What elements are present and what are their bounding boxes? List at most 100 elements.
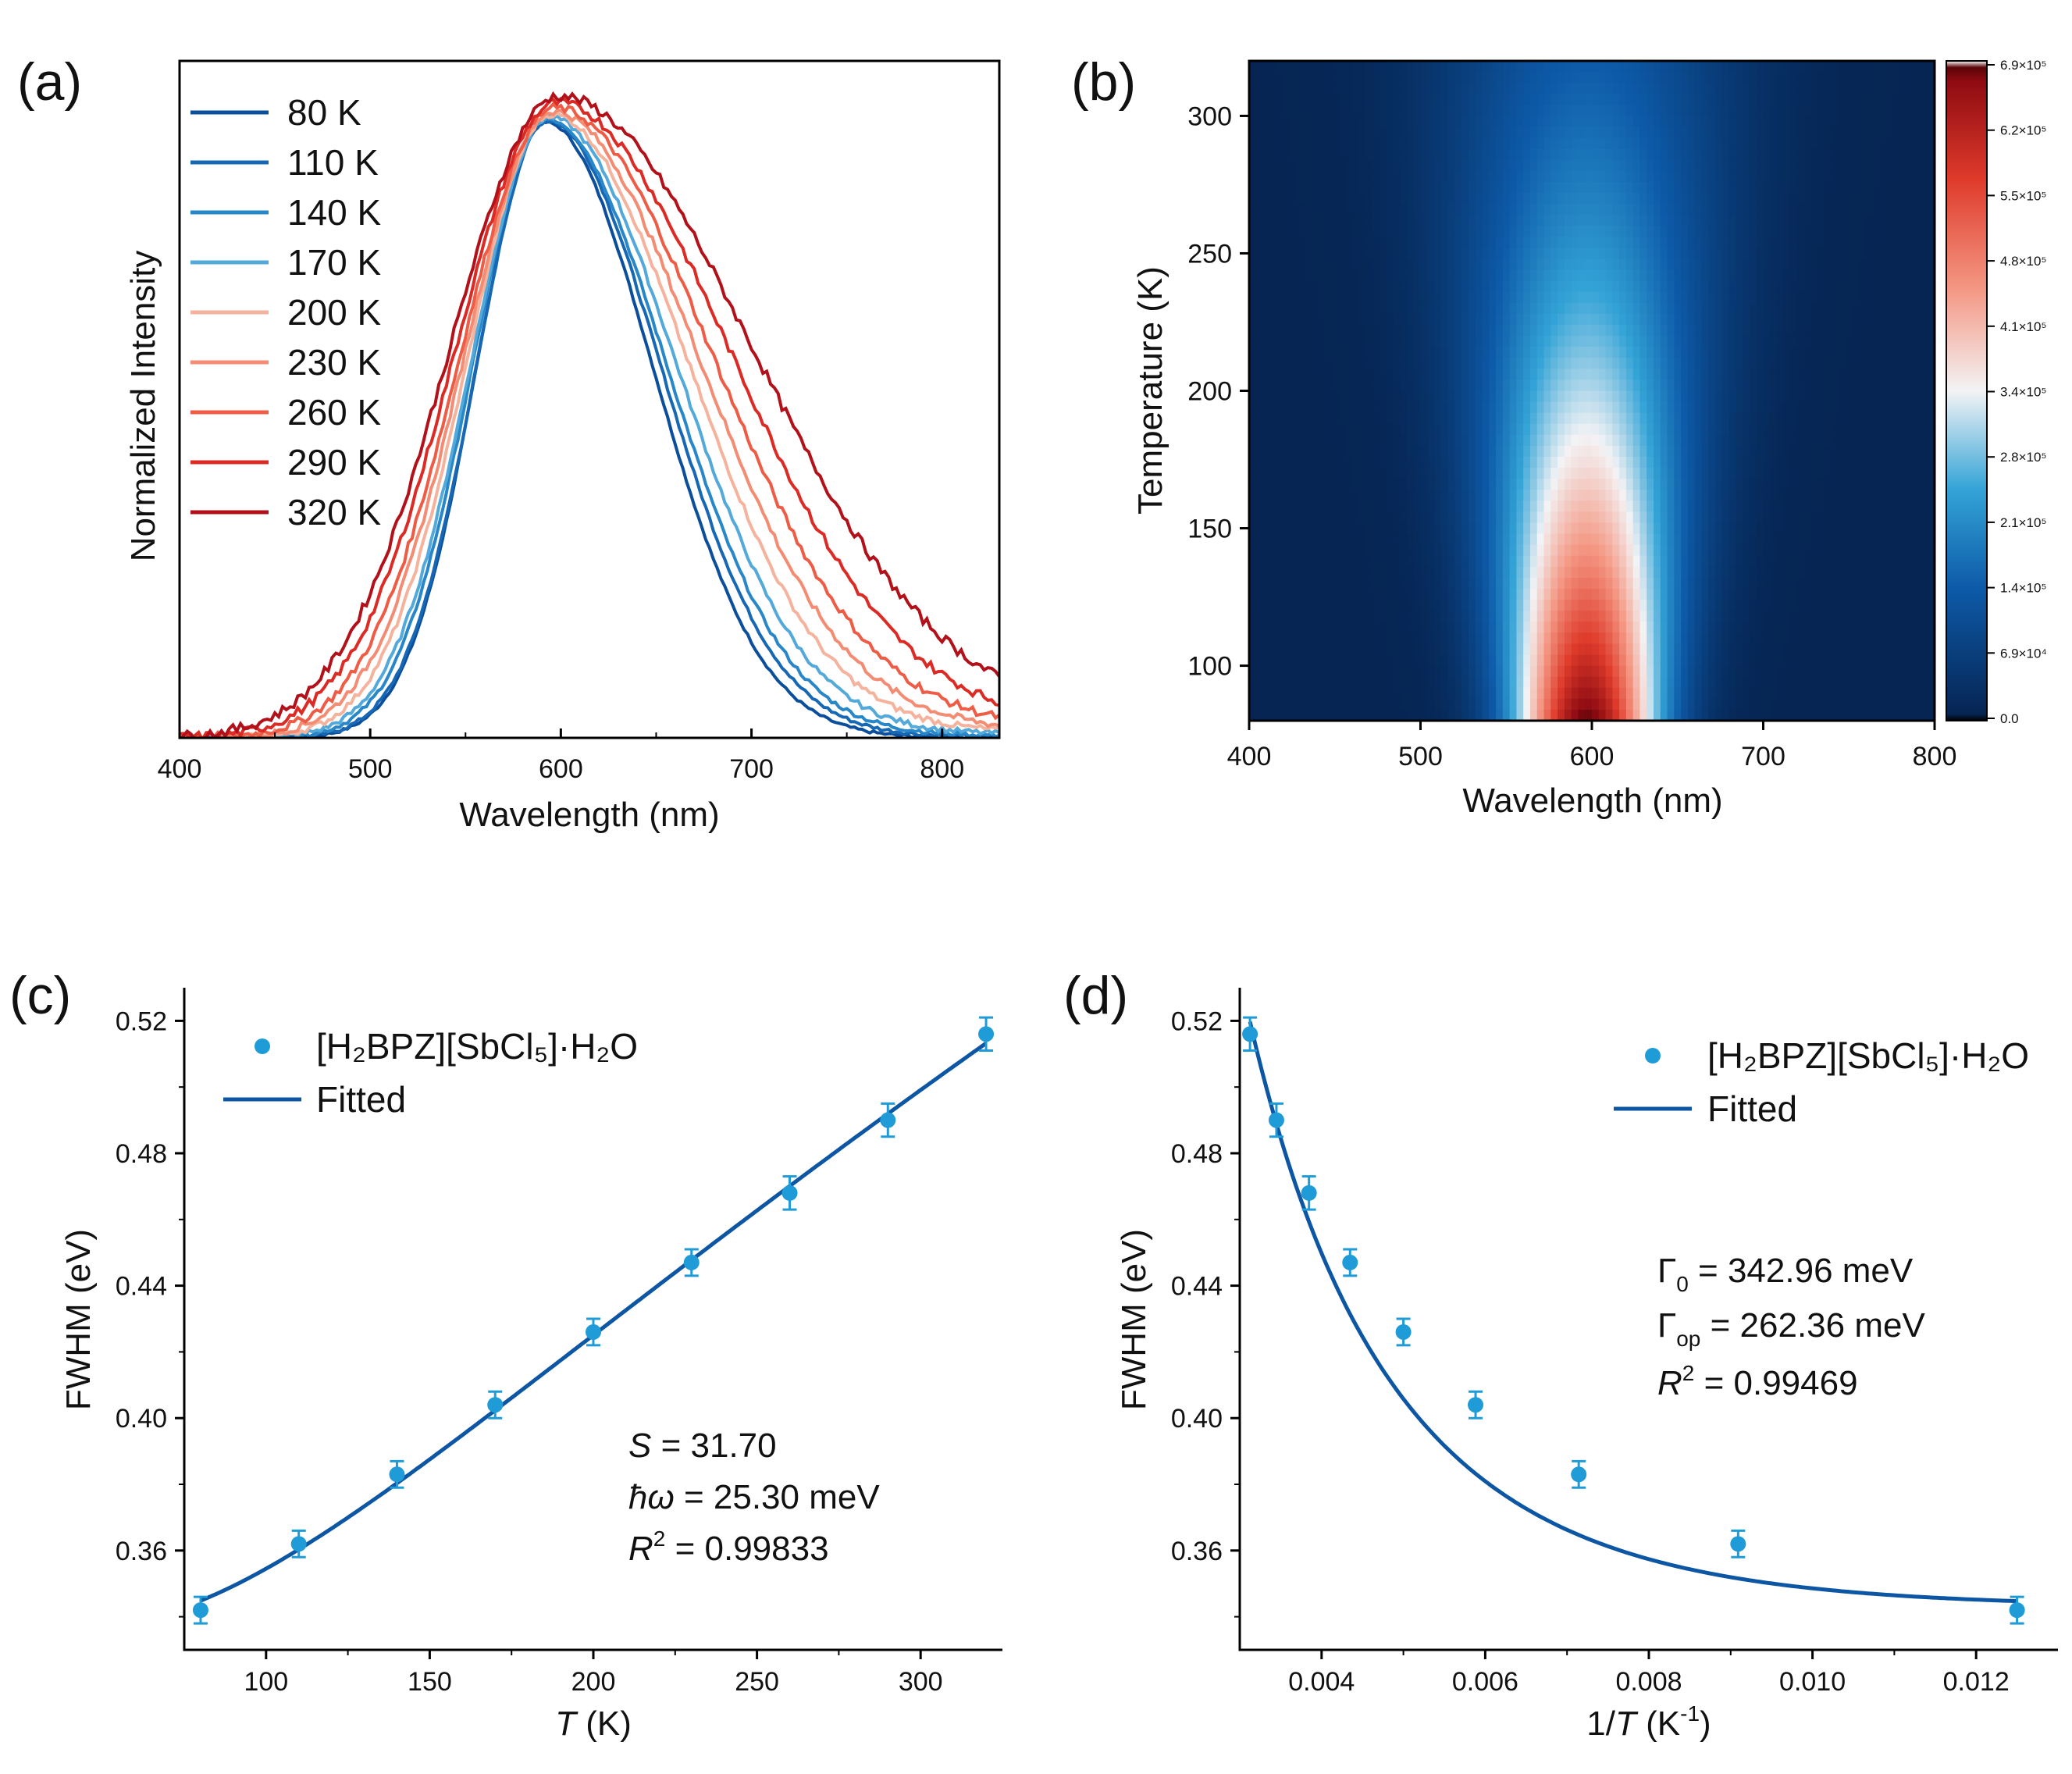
heatmap-cell <box>1872 358 1881 369</box>
heatmap-cell <box>1825 83 1832 94</box>
heatmap-cell <box>1338 302 1346 315</box>
heatmap-cell <box>1475 204 1483 216</box>
heatmap-cell <box>1619 181 1627 194</box>
heatmap-cell <box>1509 445 1518 458</box>
heatmap-cell <box>1756 533 1764 546</box>
heatmap-cell <box>1674 500 1682 513</box>
heatmap-cell <box>1852 490 1860 501</box>
heatmap-cell <box>1914 193 1922 205</box>
heatmap-cell <box>1756 237 1764 249</box>
heatmap-cell <box>1879 72 1888 84</box>
heatmap-cell <box>1571 457 1579 468</box>
heatmap-cell <box>1358 468 1366 479</box>
heatmap-cell <box>1667 280 1675 293</box>
heatmap-cell <box>1701 302 1709 315</box>
heatmap-cell <box>1413 468 1422 479</box>
heatmap-cell <box>1619 522 1627 535</box>
heatmap-cell <box>1351 215 1360 226</box>
heatmap-cell <box>1770 336 1778 347</box>
heatmap-cell <box>1585 137 1593 150</box>
heatmap-cell <box>1845 412 1853 425</box>
heatmap-cell <box>1701 105 1709 117</box>
heatmap-cell <box>1763 336 1771 347</box>
heatmap-cell <box>1654 468 1661 479</box>
heatmap-cell <box>1379 215 1387 226</box>
heatmap-cell <box>1914 358 1922 369</box>
heatmap-cell <box>1324 434 1332 447</box>
heatmap-cell <box>1654 302 1661 315</box>
heatmap-cell <box>1632 479 1641 490</box>
heatmap-cell <box>1654 248 1661 260</box>
heatmap-cell <box>1255 280 1264 293</box>
heatmap-cell <box>1447 589 1455 600</box>
heatmap-cell <box>1701 291 1709 304</box>
heatmap-cell <box>1763 193 1771 205</box>
heatmap-cell <box>1386 423 1394 436</box>
heatmap-cell <box>1804 500 1812 513</box>
heatmap-cell <box>1516 336 1524 347</box>
heatmap-cell <box>1893 83 1901 94</box>
heatmap-cell <box>1331 457 1339 468</box>
heatmap-cell <box>1783 215 1792 226</box>
heatmap-cell <box>1297 61 1305 73</box>
heatmap-cell <box>1810 490 1819 501</box>
heatmap-cell <box>1536 533 1545 546</box>
heatmap-cell <box>1372 215 1380 226</box>
heatmap-cell <box>1324 258 1332 271</box>
heatmap-cell <box>1482 566 1490 579</box>
heatmap-cell <box>1866 72 1874 84</box>
heatmap-cell <box>1496 280 1504 293</box>
heatmap-cell <box>1763 369 1771 381</box>
heatmap-cell <box>1529 258 1538 271</box>
heatmap-cell <box>1756 401 1764 414</box>
heatmap-cell <box>1756 313 1764 326</box>
heatmap-cell <box>1756 181 1764 194</box>
heatmap-cell <box>1790 423 1798 436</box>
heatmap-cell <box>1900 423 1908 436</box>
heatmap-cell <box>1749 390 1757 403</box>
heatmap-cell <box>1461 204 1469 216</box>
heatmap-cell <box>1338 280 1346 293</box>
heatmap-cell <box>1825 445 1832 458</box>
heatmap-cell <box>1468 457 1476 468</box>
heatmap-cell <box>1440 577 1449 590</box>
heatmap-cell <box>1536 193 1545 205</box>
heatmap-cell <box>1564 280 1572 293</box>
heatmap-cell <box>1365 522 1373 535</box>
heatmap-cell <box>1639 94 1647 105</box>
heatmap-cell <box>1523 589 1531 600</box>
heatmap-cell <box>1249 600 1257 611</box>
heatmap-cell <box>1810 302 1819 315</box>
heatmap-cell <box>1632 258 1641 271</box>
heatmap-cell <box>1632 291 1641 304</box>
heatmap-cell <box>1674 412 1682 425</box>
heatmap-cell <box>1708 105 1716 117</box>
heatmap-cell <box>1578 215 1586 226</box>
heatmap-cell <box>1454 61 1462 73</box>
heatmap-cell <box>1386 589 1394 600</box>
heatmap-cell <box>1564 137 1572 150</box>
heatmap-cell <box>1612 445 1620 458</box>
heatmap-cell <box>1770 126 1778 139</box>
heatmap-cell <box>1509 434 1518 447</box>
heatmap-cell <box>1386 544 1394 557</box>
heatmap-cell <box>1543 258 1551 271</box>
heatmap-cell <box>1406 401 1415 414</box>
heatmap-cell <box>1914 302 1922 315</box>
heatmap-cell <box>1585 159 1593 172</box>
heatmap-cell <box>1625 468 1634 479</box>
heatmap-cell <box>1839 226 1846 237</box>
heatmap-cell <box>1667 423 1675 436</box>
heatmap-cell <box>1255 445 1264 458</box>
heatmap-cell <box>1708 533 1716 546</box>
heatmap-cell <box>1516 94 1524 105</box>
heatmap-cell <box>1324 566 1332 579</box>
heatmap-cell <box>1502 204 1511 216</box>
heatmap-cell <box>1558 577 1565 590</box>
heatmap-cell <box>1440 302 1449 315</box>
heatmap-cell <box>1660 148 1668 161</box>
heatmap-cell <box>1338 226 1346 237</box>
heatmap-cell <box>1338 94 1346 105</box>
heatmap-cell <box>1763 555 1771 568</box>
heatmap-cell <box>1536 555 1545 568</box>
